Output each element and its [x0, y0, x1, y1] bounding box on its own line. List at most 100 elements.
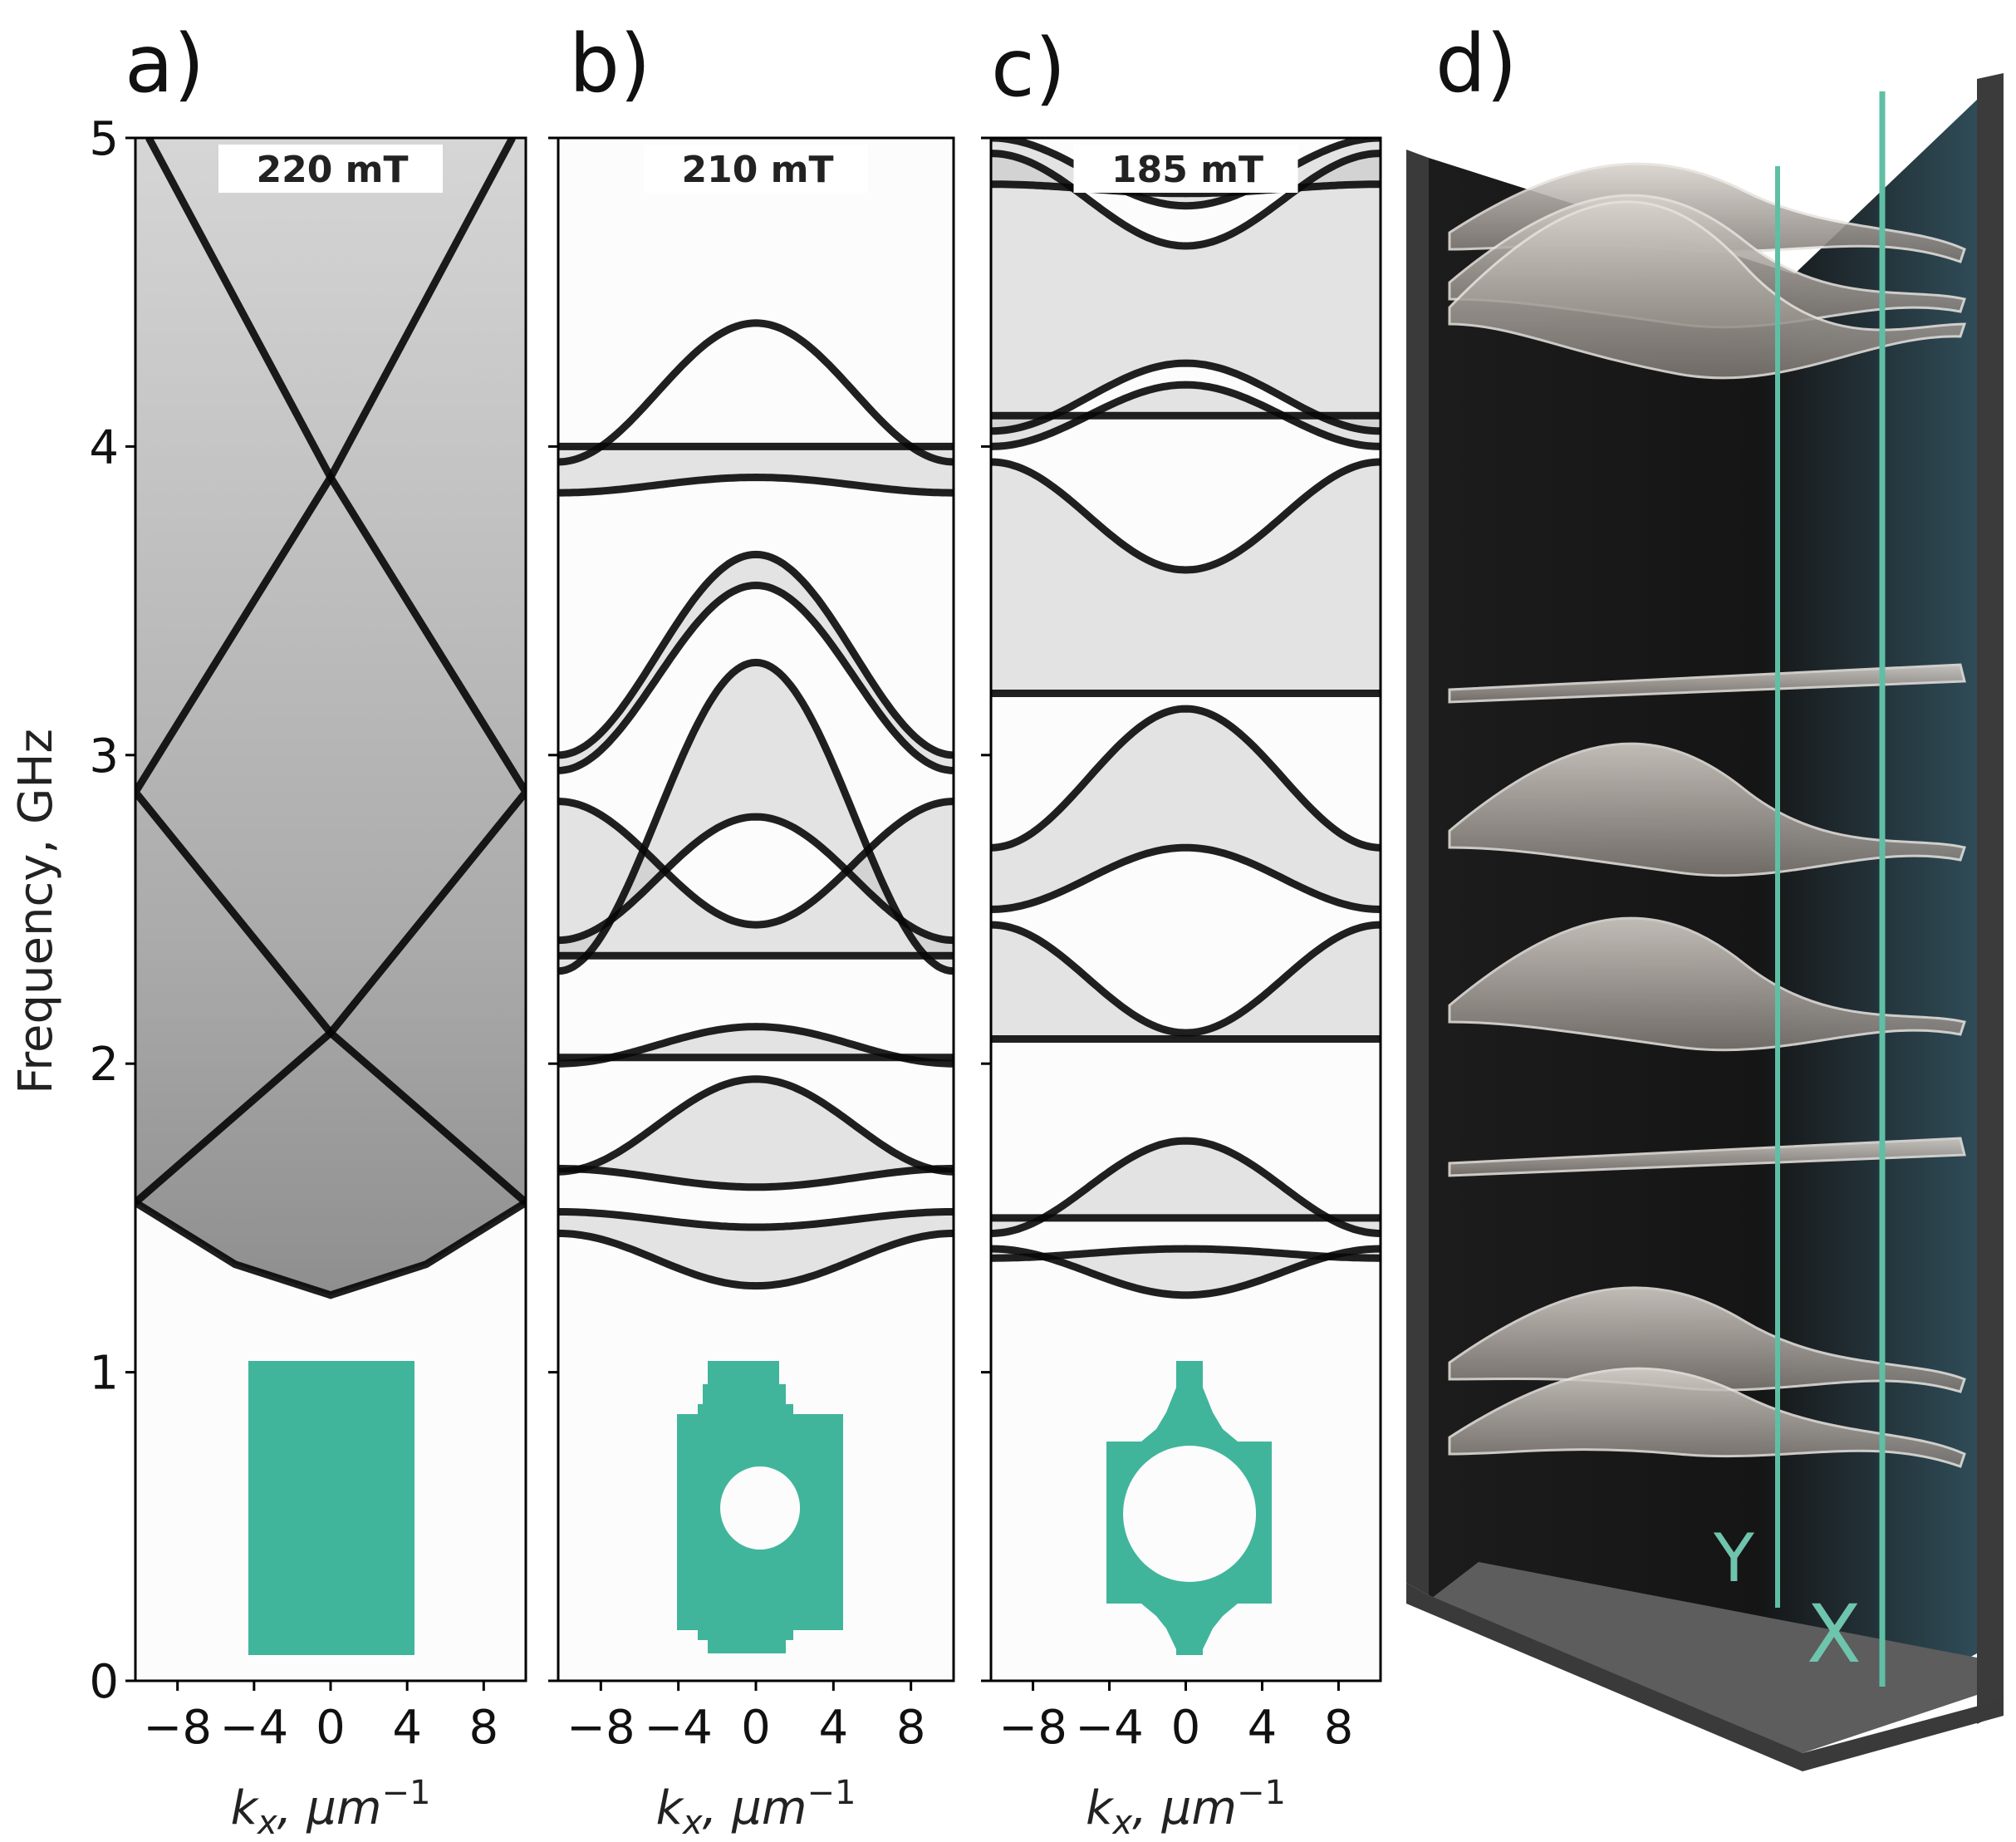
band-line: [135, 138, 526, 1206]
y-tick-label: 0: [89, 1655, 119, 1709]
band-curve: [558, 813, 954, 945]
panel-label-b: b): [569, 17, 650, 111]
band-curve: [991, 843, 1381, 913]
inset-c: [1106, 1361, 1272, 1655]
band-region: [991, 1141, 1381, 1234]
field-label: 185 mT: [1111, 149, 1263, 191]
x-axis-label: kx, μm−1: [231, 1774, 431, 1842]
panel-label-a: a): [125, 17, 204, 111]
x-tick-label: −4: [644, 1701, 713, 1755]
band-region: [991, 153, 1381, 431]
continuum-shading: [135, 138, 526, 1295]
inset-b-shape: [677, 1361, 843, 1653]
x-tick-label: 0: [316, 1701, 346, 1755]
field-label-box: [218, 145, 443, 193]
dispersive-band-surface: [1448, 742, 1966, 877]
y-tick-label: 5: [89, 112, 119, 166]
band-curve: [991, 1245, 1381, 1262]
field-label-box: [1073, 145, 1298, 193]
band-structure-3d-render: Y X: [1406, 73, 2004, 1771]
panel-label-d: d): [1435, 17, 1517, 111]
band-curve: [991, 458, 1381, 574]
x-tick-label: 4: [392, 1701, 422, 1755]
band-curve: [991, 921, 1381, 1037]
band-curve: [558, 1075, 954, 1176]
x-tick-label: 4: [1248, 1701, 1278, 1755]
band-curve: [991, 705, 1381, 852]
band-curve: [558, 1208, 954, 1231]
x-tick-label: −8: [143, 1701, 212, 1755]
heatmap-content: [135, 138, 526, 1299]
field-label: 220 mT: [256, 149, 408, 191]
heatmap-content: [558, 319, 954, 1290]
box-floor: [1425, 1562, 1977, 1753]
inset-c-shape: [1106, 1361, 1272, 1655]
y-tick-label: 4: [89, 420, 119, 474]
x-tick-label: 0: [1171, 1701, 1201, 1755]
x-axis-label: kx, μm−1: [656, 1774, 856, 1842]
band-line: [135, 1199, 526, 1299]
x-axis-label-sup: −1: [807, 1774, 856, 1812]
x-axis-label-sub: x: [681, 1804, 703, 1842]
x-tick-label: −4: [1075, 1701, 1144, 1755]
x-axis-label-sub: x: [1111, 1804, 1133, 1842]
band-curve: [558, 1230, 954, 1290]
field-label-box: [644, 145, 868, 193]
x-axis-label-unit: , μm: [703, 1781, 807, 1835]
x-axis-label: kx, μm−1: [1086, 1774, 1286, 1842]
x-axis-label-unit: , μm: [1132, 1781, 1237, 1835]
band-curve: [991, 1137, 1381, 1237]
flat-band-surface: [1448, 663, 1966, 704]
band-curve: [558, 1023, 954, 1068]
inset-a-rectangle: [248, 1361, 414, 1655]
band-region: [991, 709, 1381, 910]
band-curve: [558, 1165, 954, 1191]
x-tick-label: −8: [998, 1701, 1067, 1755]
band-line: [135, 138, 526, 1206]
flat-band-surface: [1448, 1137, 1966, 1177]
band-region: [558, 1078, 954, 1187]
dispersive-band-surface: [1448, 1367, 1966, 1468]
band-curve: [558, 319, 954, 466]
y-axis-letter: Y: [1713, 1520, 1755, 1597]
inset-a: [248, 1361, 414, 1655]
x-axis-label-k: k: [656, 1781, 685, 1835]
band-curve: [558, 473, 954, 497]
y-axis-label: Frequency, GHz: [9, 729, 63, 1094]
band-region: [558, 446, 954, 494]
x-axis-label-sup: −1: [1237, 1774, 1286, 1812]
x-axis-label-unit: , μm: [277, 1781, 382, 1835]
x-tick-label: −4: [220, 1701, 289, 1755]
band-curve: [991, 150, 1381, 250]
field-label: 210 mT: [681, 149, 833, 191]
band-curve: [558, 550, 954, 759]
inset-b: [677, 1361, 843, 1653]
x-tick-label: 4: [819, 1701, 849, 1755]
x-tick-label: 8: [468, 1701, 498, 1755]
band-curve: [991, 180, 1381, 198]
x-axis-letter: X: [1807, 1588, 1861, 1681]
x-axis-label-k: k: [231, 1781, 260, 1835]
band-surfaces: [1448, 162, 1967, 1468]
x-tick-label: 8: [1324, 1701, 1354, 1755]
band-curve: [558, 581, 954, 774]
band-curve: [558, 798, 954, 929]
panel-label-c: c): [991, 22, 1066, 115]
band-curve: [991, 138, 1381, 210]
dispersive-band-surface: [1448, 200, 1967, 380]
x-tick-label: −8: [567, 1701, 635, 1755]
band-curve: [991, 359, 1381, 435]
x-tick-label: 8: [896, 1701, 926, 1755]
y-tick-label: 3: [89, 729, 119, 783]
box-right-wall: [1977, 73, 2004, 1724]
band-region: [991, 1249, 1381, 1295]
band-curve: [558, 658, 954, 975]
dispersive-band-surface: [1448, 916, 1966, 1052]
box-back-wall: [1406, 150, 1429, 1595]
y-tick-label: 2: [89, 1038, 119, 1092]
band-curve: [991, 1245, 1381, 1299]
band-curve: [991, 381, 1381, 450]
y-tick-label: 1: [89, 1347, 119, 1401]
